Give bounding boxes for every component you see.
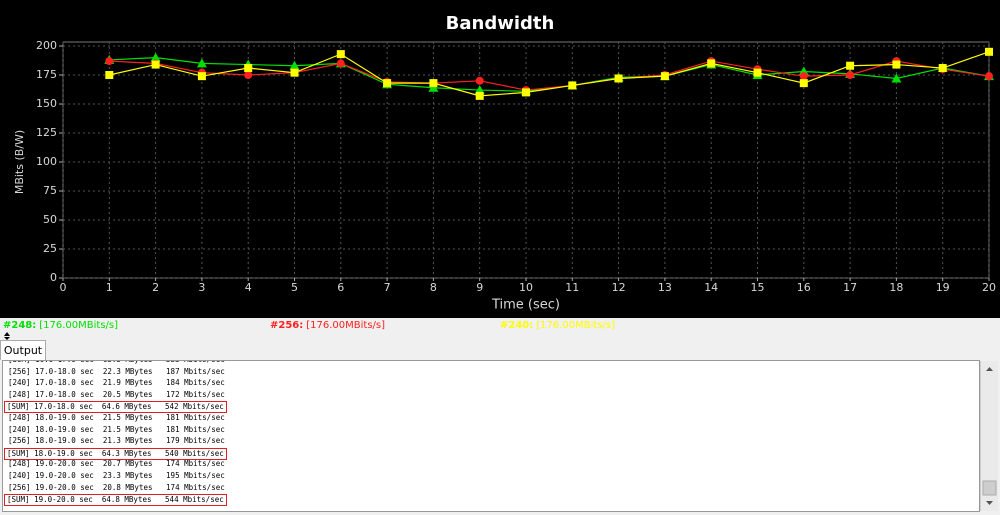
data-point bbox=[568, 81, 577, 90]
data-point bbox=[197, 72, 206, 81]
x-tick-label: 19 bbox=[936, 281, 950, 294]
legend-entry: #240: [176.00MBits/s] bbox=[500, 320, 615, 331]
output-line: [SUM] 17.0-18.0 sec 64.6 MBytes 542 Mbit… bbox=[4, 401, 227, 414]
x-tick-label: 6 bbox=[337, 281, 344, 294]
data-point bbox=[244, 71, 253, 79]
output-line: [SUM] 18.0-19.0 sec 64.3 MBytes 540 Mbit… bbox=[4, 447, 227, 460]
data-point bbox=[891, 73, 902, 83]
y-tick-label: 100 bbox=[36, 155, 57, 168]
data-point bbox=[105, 57, 114, 66]
output-line: [256] 17.0-18.0 sec 22.3 MBytes 187 Mbit… bbox=[8, 366, 225, 376]
data-point bbox=[475, 91, 484, 100]
chart: Bandwidth Time (sec) MBits (B/W) 0255075… bbox=[0, 0, 1000, 318]
y-tick-label: 175 bbox=[36, 68, 57, 81]
data-point bbox=[985, 72, 993, 81]
x-tick-label: 5 bbox=[291, 281, 298, 294]
output-line: [248] 19.0-20.0 sec 20.7 MBytes 174 Mbit… bbox=[8, 459, 225, 469]
x-tick-label: 15 bbox=[751, 281, 765, 294]
x-tick-label: 11 bbox=[565, 281, 579, 294]
chart-title: Bandwidth bbox=[446, 13, 555, 34]
x-tick-label: 3 bbox=[198, 281, 205, 294]
data-point bbox=[707, 59, 716, 68]
splitter-arrows bbox=[4, 332, 10, 340]
data-point bbox=[336, 59, 345, 68]
data-point bbox=[196, 58, 207, 68]
data-point bbox=[846, 71, 855, 79]
output-line: [256] 19.0-20.0 sec 20.8 MBytes 174 Mbit… bbox=[8, 482, 225, 492]
x-tick-label: 1 bbox=[106, 281, 113, 294]
data-point bbox=[151, 60, 160, 69]
x-tick-label: 9 bbox=[476, 281, 483, 294]
y-tick-label: 25 bbox=[43, 242, 57, 255]
y-tick-label: 50 bbox=[43, 213, 57, 226]
series-line bbox=[109, 60, 990, 91]
data-point bbox=[799, 79, 808, 88]
x-tick-label: 8 bbox=[430, 281, 437, 294]
output-line: [248] 18.0-19.0 sec 21.5 MBytes 181 Mbit… bbox=[8, 413, 225, 422]
x-tick-label: 20 bbox=[982, 281, 996, 294]
x-tick-label: 4 bbox=[245, 281, 252, 294]
x-tick-label: 0 bbox=[60, 281, 67, 294]
y-tick-label: 200 bbox=[36, 39, 57, 52]
legend-name: #248: bbox=[3, 320, 37, 331]
output-line: [240] 19.0-20.0 sec 23.3 MBytes 195 Mbit… bbox=[8, 471, 225, 480]
data-point bbox=[150, 52, 161, 62]
legend-name: #240: bbox=[500, 320, 534, 331]
x-tick-label: 10 bbox=[519, 281, 533, 294]
data-point bbox=[289, 60, 300, 70]
output-tab[interactable]: Output bbox=[0, 340, 46, 360]
x-tick-label: 14 bbox=[704, 281, 718, 294]
legend-rate: [176.00MBits/s] bbox=[536, 320, 616, 331]
data-point bbox=[522, 88, 530, 97]
y-tick-label: 75 bbox=[43, 184, 57, 197]
x-tick-label: 7 bbox=[384, 281, 391, 294]
y-tick-label: 150 bbox=[36, 97, 57, 110]
output-line: [248] 17.0-18.0 sec 20.5 MBytes 172 Mbit… bbox=[8, 389, 225, 399]
data-point bbox=[938, 64, 947, 73]
data-point bbox=[336, 50, 345, 59]
x-tick-label: 13 bbox=[658, 281, 672, 294]
scrollbar[interactable] bbox=[980, 361, 998, 511]
data-point bbox=[614, 74, 623, 83]
x-tick-label: 17 bbox=[843, 281, 857, 294]
x-axis-label: Time (sec) bbox=[491, 298, 560, 313]
output-line: [SUM] 16.0-17.0 sec 63.3 MBytes 533 Mbit… bbox=[6, 361, 227, 365]
data-point bbox=[892, 60, 901, 69]
data-point bbox=[846, 61, 855, 70]
data-point bbox=[428, 82, 439, 92]
data-point bbox=[753, 68, 762, 77]
chart-background bbox=[0, 0, 1000, 318]
x-tick-label: 16 bbox=[797, 281, 811, 294]
data-point bbox=[244, 64, 253, 73]
y-axis-label: MBits (B/W) bbox=[13, 130, 26, 194]
legend-entry: #256: [176.00MBits/s] bbox=[270, 320, 385, 331]
output-text-area: [SUM] 16.0-17.0 sec 63.3 MBytes 533 Mbit… bbox=[2, 360, 980, 512]
legend-name: #256: bbox=[270, 320, 304, 331]
data-point bbox=[660, 72, 669, 81]
y-tick-label: 0 bbox=[50, 271, 57, 284]
output-line: [240] 17.0-18.0 sec 21.9 MBytes 184 Mbit… bbox=[8, 378, 225, 388]
x-tick-label: 18 bbox=[889, 281, 903, 294]
data-point bbox=[985, 47, 993, 56]
data-point bbox=[290, 68, 299, 77]
data-point bbox=[475, 76, 484, 85]
x-tick-label: 2 bbox=[152, 281, 159, 294]
data-point bbox=[383, 79, 392, 88]
legend-rate: [176.00MBits/s] bbox=[39, 320, 119, 331]
series-line bbox=[109, 51, 990, 97]
legend-entry: #248: [176.00MBits/s] bbox=[3, 320, 118, 331]
data-point bbox=[799, 72, 808, 81]
legend-rate: [176.00MBits/s] bbox=[306, 320, 386, 331]
output-line: [256] 18.0-19.0 sec 21.3 MBytes 179 Mbit… bbox=[8, 436, 225, 446]
output-line: [240] 18.0-19.0 sec 21.5 MBytes 181 Mbit… bbox=[8, 424, 225, 434]
y-tick-label: 125 bbox=[36, 126, 57, 139]
data-point bbox=[105, 71, 114, 79]
data-point bbox=[474, 85, 485, 95]
output-line: [SUM] 19.0-20.0 sec 64.8 MBytes 544 Mbit… bbox=[4, 494, 227, 507]
x-tick-label: 12 bbox=[612, 281, 626, 294]
scrollbar-parts bbox=[982, 367, 997, 505]
data-point bbox=[429, 79, 438, 88]
